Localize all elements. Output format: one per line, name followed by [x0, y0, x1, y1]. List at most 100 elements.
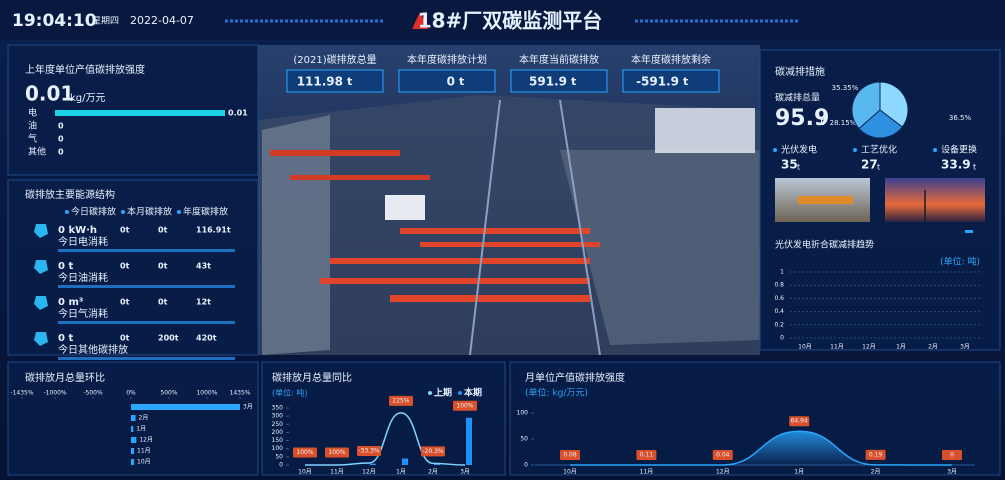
unit: kg/万元 [70, 93, 106, 104]
x-tick-label: 2月 [428, 469, 438, 476]
panel-title: 碳减排措施 [775, 65, 825, 78]
category-label: 10月 [137, 459, 151, 466]
value-label: 0.11 [640, 451, 654, 458]
x-tick-label: 11月 [330, 469, 344, 476]
energy-icon [34, 296, 48, 310]
crane [330, 258, 590, 264]
y-tick-label: 300 [272, 413, 284, 420]
carousel-dot [965, 230, 973, 233]
legend-label: 今日碳排放 [71, 206, 116, 218]
growth-badge [453, 400, 477, 411]
x-tick-label: 1月 [896, 344, 906, 351]
x-tick-label: 10月 [798, 344, 812, 351]
kpi-value: 591.9 [529, 75, 567, 89]
bar [131, 448, 135, 454]
kpi-unit: t [571, 75, 576, 88]
energy-value: 43t [196, 262, 211, 271]
x-tick-label: 10月 [563, 469, 577, 476]
bar [131, 437, 137, 443]
x-tick-label: -500% [83, 390, 103, 397]
y-tick-label: 0.4 [774, 308, 784, 315]
panel-title: 碳排放月总量环比 [25, 371, 105, 384]
aisle [469, 99, 501, 356]
unit: t [797, 163, 800, 172]
y-tick-label: 0 [279, 462, 283, 469]
pie-label: 35.35% [832, 84, 859, 92]
panel-title: 光伏发电折合碳减排趋势 [775, 239, 874, 251]
measure-dot [853, 148, 857, 152]
energy-amount: 0 t [58, 261, 73, 272]
growth-badge [389, 395, 413, 406]
energy-value: 0t [158, 226, 168, 235]
x-tick-label: 1月 [396, 469, 406, 476]
kpi-label: 本年度碳排放计划 [407, 53, 487, 66]
value-label: 0.19 [869, 451, 883, 458]
page-title: 18#厂双碳监测平台 [418, 9, 603, 33]
crane [270, 150, 400, 156]
bar-value: 0 [58, 135, 64, 144]
x-tick-label: 500% [160, 390, 177, 397]
panel-title: 上年度单位产值碳排放强度 [25, 63, 145, 76]
logo [412, 12, 428, 29]
legend-label: 本期 [464, 387, 482, 399]
clock: 19:04:10 [12, 11, 97, 31]
factory-scene [258, 45, 760, 356]
machines [560, 150, 760, 345]
energy-value: 0t [120, 262, 130, 271]
category-label: 其他 [28, 146, 46, 158]
measure-label: 工艺优化 [861, 144, 897, 156]
legend-label: 本月碳排放 [127, 206, 172, 218]
x-tick-label: 11月 [640, 469, 654, 476]
bar [131, 459, 135, 465]
measure-dot [933, 148, 937, 152]
panel [7, 179, 259, 356]
y-tick-label: 0.6 [774, 295, 784, 302]
category-label: 油 [28, 120, 37, 132]
energy-value: 116.91t [196, 226, 231, 235]
legend-dot [177, 210, 181, 214]
bar [131, 404, 240, 410]
kpi-label: (2021)碳排放总量 [293, 53, 376, 66]
x-tick-label: 2月 [871, 469, 881, 476]
x-tick-label: 11月 [830, 344, 844, 351]
bar [131, 426, 134, 432]
pie-slice [851, 81, 881, 130]
kpi-unit: t [459, 75, 464, 88]
energy-label: 今日电消耗 [58, 235, 108, 248]
energy-label: 今日油消耗 [58, 271, 108, 284]
growth-label: -33.3% [358, 448, 380, 455]
kpi-box [622, 69, 720, 93]
value-label: 0.08 [563, 451, 577, 458]
energy-value: 0t [120, 298, 130, 307]
y-tick-label: 50 [275, 453, 283, 460]
legend-dot [458, 391, 462, 395]
energy-label: 今日其他碳排放 [58, 343, 128, 356]
energy-value: 420t [196, 334, 217, 343]
value-badge [865, 449, 886, 460]
crane [420, 242, 600, 247]
category-label: 11月 [137, 448, 151, 455]
energy-bar [58, 285, 235, 288]
energy-icon [34, 260, 48, 274]
bar [55, 110, 225, 116]
legend-label: 年度碳排放 [183, 206, 228, 218]
measure-value: 33.9 [941, 158, 971, 172]
energy-value: 0t [158, 298, 168, 307]
energy-value: 0t [158, 262, 168, 271]
photo-detail [798, 196, 853, 204]
bar-value: 0 [58, 148, 64, 157]
energy-icon [34, 332, 48, 346]
y-tick-label: 0.2 [774, 321, 784, 328]
x-tick-label: 2月 [928, 344, 938, 351]
x-tick-label: 0% [126, 390, 136, 397]
value-badge [636, 449, 657, 460]
value-badge [712, 449, 733, 460]
energy-amount: 0 kW·h [58, 225, 97, 236]
measure-dot [773, 148, 777, 152]
category-label: 电 [28, 107, 37, 119]
value-badge [560, 449, 580, 460]
growth-badge [293, 447, 317, 458]
